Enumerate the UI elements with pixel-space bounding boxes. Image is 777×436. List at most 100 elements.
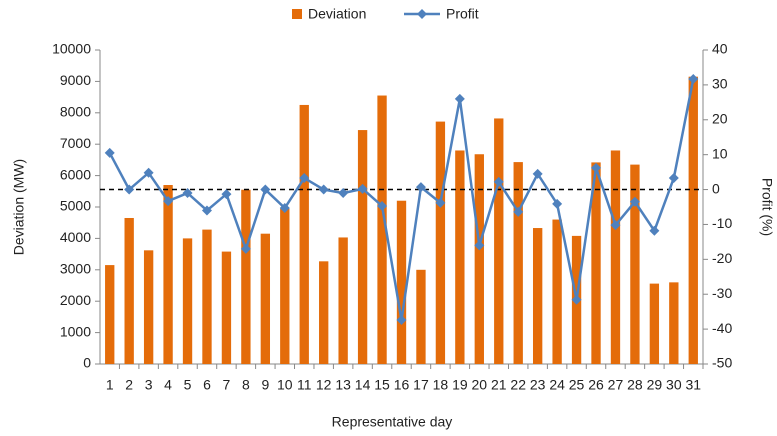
y-tick-label: 0 bbox=[83, 355, 91, 371]
line-marker bbox=[357, 183, 368, 194]
x-tick-label: 20 bbox=[472, 377, 488, 393]
y2-tick-label: 10 bbox=[712, 145, 728, 161]
line-marker bbox=[201, 205, 212, 216]
line-marker bbox=[279, 203, 290, 214]
line-marker bbox=[299, 173, 310, 184]
legend-swatch bbox=[292, 9, 302, 19]
x-tick-label: 30 bbox=[666, 377, 682, 393]
y2-tick-label: 40 bbox=[712, 41, 728, 57]
line-marker bbox=[571, 294, 582, 305]
y2-axis-label: Profit (%) bbox=[759, 178, 775, 236]
x-tick-label: 24 bbox=[549, 377, 565, 393]
x-tick-label: 3 bbox=[145, 377, 153, 393]
line-marker bbox=[318, 184, 329, 195]
line-marker bbox=[668, 173, 679, 184]
x-tick-label: 17 bbox=[413, 377, 429, 393]
x-tick-label: 22 bbox=[510, 377, 526, 393]
bar bbox=[669, 282, 679, 364]
y-tick-label: 6000 bbox=[60, 166, 91, 182]
bar bbox=[202, 229, 212, 364]
line-marker bbox=[260, 184, 271, 195]
line-marker bbox=[396, 315, 407, 326]
y-tick-label: 10000 bbox=[52, 41, 91, 57]
x-tick-label: 1 bbox=[106, 377, 114, 393]
x-tick-label: 14 bbox=[355, 377, 371, 393]
line-marker bbox=[688, 73, 699, 84]
bar bbox=[105, 265, 115, 364]
x-tick-label: 9 bbox=[261, 377, 269, 393]
line-marker bbox=[552, 198, 563, 209]
bar bbox=[494, 118, 504, 365]
x-tick-label: 2 bbox=[125, 377, 133, 393]
x-tick-label: 10 bbox=[277, 377, 293, 393]
x-tick-label: 26 bbox=[588, 377, 604, 393]
line-marker bbox=[532, 168, 543, 179]
bar bbox=[260, 233, 271, 364]
y-axis-label: Deviation (MW) bbox=[11, 159, 27, 255]
y2-tick-label: 30 bbox=[712, 76, 728, 92]
bar bbox=[610, 150, 621, 364]
x-tick-label: 16 bbox=[394, 377, 410, 393]
bar bbox=[416, 269, 426, 364]
line-marker bbox=[338, 188, 349, 199]
y-tick-label: 8000 bbox=[60, 104, 91, 120]
bar bbox=[377, 95, 387, 364]
line-marker bbox=[474, 240, 485, 251]
legend-label: Profit bbox=[446, 6, 479, 22]
line-marker bbox=[649, 225, 660, 236]
x-tick-label: 28 bbox=[627, 377, 643, 393]
x-axis-label: Representative day bbox=[332, 414, 453, 430]
x-tick-label: 12 bbox=[316, 377, 332, 393]
legend-label: Deviation bbox=[308, 6, 366, 22]
x-tick-label: 13 bbox=[335, 377, 351, 393]
y2-tick-label: 0 bbox=[712, 180, 720, 196]
bar bbox=[474, 154, 484, 364]
x-tick-label: 8 bbox=[242, 377, 250, 393]
line-marker bbox=[377, 200, 388, 211]
y-tick-label: 5000 bbox=[60, 198, 91, 214]
line-marker bbox=[454, 93, 465, 104]
bar bbox=[124, 217, 134, 364]
x-tick-label: 21 bbox=[491, 377, 507, 393]
y2-tick-label: -10 bbox=[712, 215, 732, 231]
bar bbox=[163, 185, 173, 364]
line-marker bbox=[182, 188, 193, 199]
bar bbox=[688, 76, 698, 364]
line-marker bbox=[591, 162, 602, 173]
line-marker bbox=[610, 220, 621, 231]
bar bbox=[649, 283, 660, 364]
x-tick-label: 23 bbox=[530, 377, 546, 393]
bar bbox=[552, 219, 562, 364]
line-marker bbox=[104, 147, 115, 158]
bar bbox=[455, 150, 465, 364]
bar bbox=[338, 237, 348, 364]
bar bbox=[182, 238, 193, 364]
x-tick-label: 31 bbox=[685, 377, 701, 393]
x-tick-label: 27 bbox=[608, 377, 624, 393]
line-marker bbox=[240, 243, 251, 254]
x-tick-label: 5 bbox=[184, 377, 192, 393]
x-tick-label: 18 bbox=[433, 377, 449, 393]
bar bbox=[357, 130, 368, 364]
y2-tick-label: -30 bbox=[712, 285, 732, 301]
x-tick-label: 25 bbox=[569, 377, 585, 393]
x-tick-label: 4 bbox=[164, 377, 172, 393]
y-tick-label: 2000 bbox=[60, 292, 91, 308]
bar bbox=[532, 228, 543, 364]
x-tick-label: 19 bbox=[452, 377, 468, 393]
bar bbox=[143, 250, 154, 364]
line-marker bbox=[221, 189, 232, 200]
bar bbox=[241, 189, 251, 364]
line-marker bbox=[629, 196, 640, 207]
y-tick-label: 9000 bbox=[60, 72, 91, 88]
line-marker bbox=[513, 206, 524, 217]
y-tick-label: 4000 bbox=[60, 229, 91, 245]
bar bbox=[591, 162, 601, 364]
line-marker bbox=[163, 196, 174, 207]
bar bbox=[299, 104, 309, 364]
y-tick-label: 1000 bbox=[60, 323, 91, 339]
x-tick-label: 11 bbox=[297, 377, 312, 393]
y-tick-label: 7000 bbox=[60, 135, 91, 151]
bar bbox=[221, 251, 232, 364]
